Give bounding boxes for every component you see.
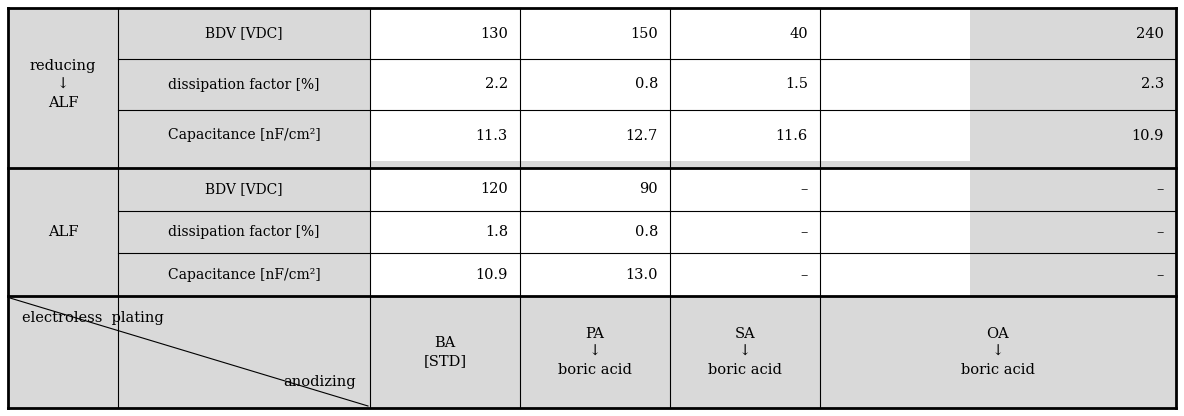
Text: BDV [VDC]: BDV [VDC] — [205, 27, 283, 40]
Text: 240: 240 — [1137, 27, 1164, 40]
Text: Capacitance [nF/cm²]: Capacitance [nF/cm²] — [168, 129, 321, 143]
Bar — [821, 253, 970, 296]
Text: –: – — [800, 182, 807, 196]
Bar — [369, 253, 520, 296]
Text: 10.9: 10.9 — [1132, 129, 1164, 143]
Text: –: – — [800, 225, 807, 239]
Text: Capacitance [nF/cm²]: Capacitance [nF/cm²] — [168, 267, 321, 282]
Text: 2.3: 2.3 — [1140, 77, 1164, 92]
Bar — [821, 8, 970, 59]
Bar — [821, 168, 970, 210]
Text: 1.5: 1.5 — [785, 77, 807, 92]
Text: 2.2: 2.2 — [485, 77, 508, 92]
Text: reducing
↓
ALF: reducing ↓ ALF — [30, 59, 96, 110]
Bar — [520, 110, 670, 161]
Text: 40: 40 — [790, 27, 807, 40]
Text: OA
↓
boric acid: OA ↓ boric acid — [961, 327, 1035, 377]
Text: 130: 130 — [481, 27, 508, 40]
Text: –: – — [1157, 182, 1164, 196]
Text: PA
↓
boric acid: PA ↓ boric acid — [558, 327, 632, 377]
Text: BDV [VDC]: BDV [VDC] — [205, 182, 283, 196]
Bar — [821, 210, 970, 253]
Text: dissipation factor [%]: dissipation factor [%] — [168, 77, 320, 92]
Text: electroless  plating: electroless plating — [22, 311, 163, 325]
Bar — [369, 59, 520, 110]
Bar — [670, 210, 821, 253]
Text: 11.3: 11.3 — [476, 129, 508, 143]
Text: 120: 120 — [481, 182, 508, 196]
Bar — [520, 210, 670, 253]
Bar — [670, 8, 821, 59]
Text: 11.6: 11.6 — [776, 129, 807, 143]
Bar — [821, 59, 970, 110]
Text: 1.8: 1.8 — [485, 225, 508, 239]
Text: 10.9: 10.9 — [476, 267, 508, 282]
Bar — [520, 253, 670, 296]
Text: 0.8: 0.8 — [635, 225, 658, 239]
Bar — [520, 59, 670, 110]
Text: –: – — [800, 267, 807, 282]
Bar — [369, 168, 520, 210]
Text: 90: 90 — [639, 182, 658, 196]
Text: 150: 150 — [630, 27, 658, 40]
Bar — [670, 168, 821, 210]
Text: –: – — [1157, 267, 1164, 282]
Bar — [520, 8, 670, 59]
Text: 0.8: 0.8 — [635, 77, 658, 92]
Text: 12.7: 12.7 — [626, 129, 658, 143]
Text: SA
↓
boric acid: SA ↓ boric acid — [708, 327, 781, 377]
Text: BA
[STD]: BA [STD] — [424, 336, 466, 368]
Text: 13.0: 13.0 — [625, 267, 658, 282]
Bar — [670, 253, 821, 296]
Bar — [369, 210, 520, 253]
Text: –: – — [1157, 225, 1164, 239]
Text: anodizing: anodizing — [283, 375, 356, 389]
Text: ALF: ALF — [47, 225, 78, 239]
Bar — [670, 110, 821, 161]
Bar — [369, 110, 520, 161]
Bar — [670, 59, 821, 110]
Bar — [520, 168, 670, 210]
Bar — [821, 110, 970, 161]
Text: dissipation factor [%]: dissipation factor [%] — [168, 225, 320, 239]
Bar — [369, 8, 520, 59]
